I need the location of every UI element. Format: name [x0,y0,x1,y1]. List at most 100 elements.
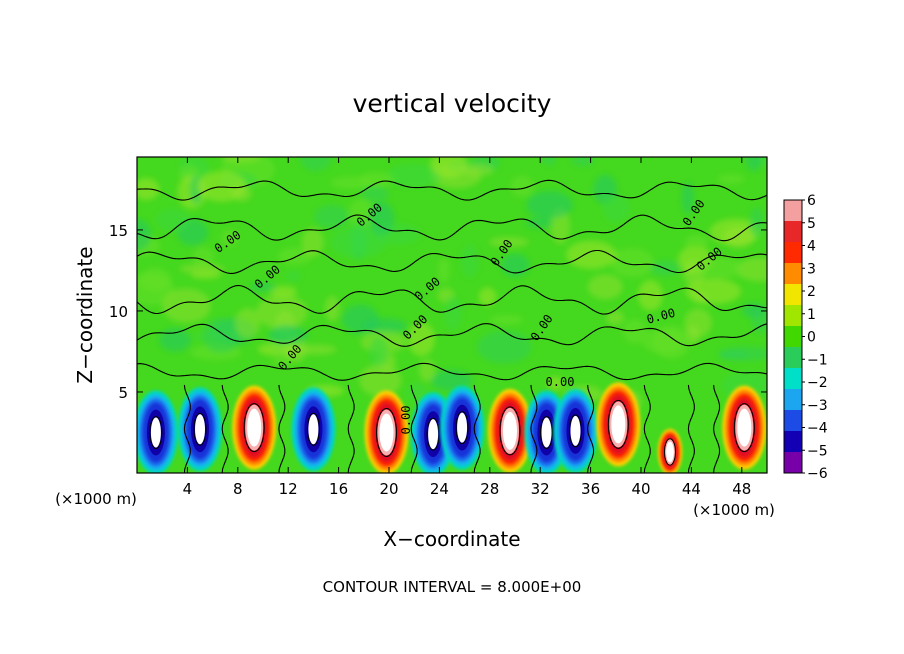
downdraft-cell [291,387,336,472]
cell-ring [737,408,752,447]
colorbar-swatch [784,305,802,326]
field-patch [745,157,762,172]
field-patch [637,280,663,311]
contour-line [137,323,767,347]
field-patch [430,157,468,179]
x-tick-label: 16 [329,480,348,498]
updraft-cell [232,385,277,470]
updraft-cell [487,388,532,473]
colorbar-label: 4 [807,239,816,255]
x-tick-label: 48 [732,480,751,498]
field-patch [542,157,556,166]
colorbar-label: 5 [807,216,816,232]
field-patch [202,317,241,353]
field-patch [192,247,214,267]
field-patch [161,288,211,323]
contour-line [278,384,286,473]
cell-ring [502,411,517,450]
field-patch [489,236,529,248]
field-patch [717,173,745,185]
field-patch [525,217,554,229]
contour-label: 0.00 [546,375,575,389]
cell-ring [666,441,674,463]
y-tick-label: 15 [109,222,128,240]
x-tick-label: 8 [233,480,243,498]
downdraft-cell [178,387,222,472]
field-patch [418,359,436,382]
field-patch [684,308,713,337]
contour-line [410,384,418,473]
field-patch [220,157,261,163]
field-texture [137,157,767,412]
x-tick-label: 32 [531,480,550,498]
field-patch [221,229,239,247]
colorbar-label: −3 [807,398,828,414]
updraft-cell [722,385,767,470]
colorbar-swatch [784,221,802,242]
field-patch [268,325,309,345]
x-tick-label: 20 [379,480,398,498]
y-tick-label: 10 [109,303,128,321]
field-patch [571,157,594,167]
y-axis: 5 10 15 [109,222,767,402]
field-patch [681,182,694,214]
field-patch [610,247,654,278]
field-patch [330,176,373,190]
colorbar-label: −4 [807,421,828,437]
field-patch [606,310,625,326]
cell-ring [457,412,468,443]
colorbar-label: 2 [807,284,816,300]
updraft-cell [657,428,683,473]
field-patch [137,219,152,251]
colorbar-label: −1 [807,352,828,368]
field-patch [476,330,532,364]
cell-ring [570,415,581,446]
field-patch [196,171,247,202]
y-axis-label: Z−coordinate [73,246,97,383]
contour-line [530,384,538,473]
contour-line [137,249,767,274]
field-patch [461,163,494,177]
field-patch [694,257,745,279]
field-patch [407,322,435,357]
field-patch [386,163,442,188]
contour-line [183,384,191,473]
field-patch [719,346,767,362]
cell-ring [611,405,626,444]
field-patch [709,218,761,246]
colorbar-swatch [784,242,802,263]
field-patch [547,376,564,391]
colorbar-swatch [784,326,802,347]
cell-ring [541,417,552,448]
colorbar-swatch [784,368,802,389]
cell-contour [568,414,582,448]
colorbar-swatch [784,263,802,284]
x-tick-label: 4 [183,480,193,498]
contour-line [137,179,767,201]
colorbar-label: 0 [807,330,816,346]
field-patch [359,364,402,397]
field-patch [299,157,332,172]
x-unit-right: (×1000 m) [693,501,775,519]
colorbar-label: 1 [807,307,816,323]
velocity-cells [137,382,767,473]
field-patch [566,240,617,269]
y-tick-label: 5 [118,384,128,402]
field-patch [489,314,524,326]
colorbar-swatch [784,452,802,473]
colorbar-label: −6 [807,466,828,482]
x-unit-left: (×1000 m) [55,490,137,508]
contour-line [137,284,767,315]
field-patch [234,307,261,339]
cell-contour [455,411,469,445]
contour-line [587,384,595,473]
plot-area: 0.000.000.000.000.000.000.000.000.000.00… [137,157,767,473]
colorbar: 6 5 4 3 2 1 0 −1 −2 −3 −4 −5 −6 [783,193,828,482]
x-tick-label: 44 [682,480,701,498]
contour-line [347,384,355,473]
colorbar-swatch [784,431,802,452]
updraft-cell [596,382,641,467]
field-patch [510,175,534,198]
cell-contour [499,406,521,456]
